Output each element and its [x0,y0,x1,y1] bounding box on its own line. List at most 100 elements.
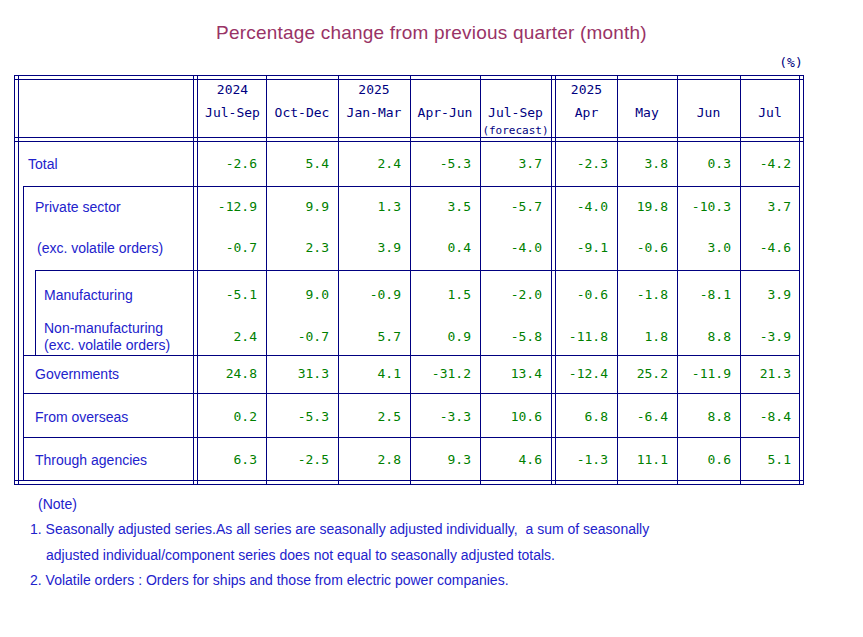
value-cell: 3.7 [729,198,791,216]
value-cell: 2.5 [339,408,401,426]
col-header-year-2025-month: 2025 [556,82,617,98]
value-cell: -12.9 [195,198,257,216]
col-header-year-2024: 2024 [199,82,266,98]
value-cell: 10.6 [480,408,542,426]
value-cell: -4.0 [546,198,608,216]
value-cell: 9.9 [267,198,329,216]
value-cell: -5.3 [267,408,329,426]
note-line-2: adjusted individual/component series doe… [46,546,555,564]
value-cell: 4.6 [480,451,542,469]
value-cell: -31.2 [409,365,471,383]
value-cell: -0.6 [606,239,668,257]
value-cell: -3.9 [729,328,791,346]
value-cell: 8.8 [669,408,731,426]
value-cell: -5.1 [195,286,257,304]
value-cell: -4.0 [480,239,542,257]
value-cell: 5.1 [729,451,791,469]
col-header-jun: Jun [677,105,740,121]
value-cell: -8.4 [729,408,791,426]
value-cell: 19.8 [606,198,668,216]
value-cell: 5.4 [267,155,329,173]
col-header-forecast-sub: (forecast) [480,123,551,139]
value-cell: -6.4 [606,408,668,426]
value-cell: 2.8 [339,451,401,469]
note-line-1: 1. Seasonally adjusted series.As all ser… [30,520,649,538]
value-cell: -2.3 [546,155,608,173]
unit-label: (%) [774,55,808,70]
value-cell: -0.9 [339,286,401,304]
value-cell: 1.8 [606,328,668,346]
value-cell: 3.0 [669,239,731,257]
row-label-private-sector: Private sector [35,198,121,216]
row-label-non-manufacturing: Non-manufacturing [44,319,163,337]
value-cell: -1.3 [546,451,608,469]
col-header-jul: Jul [740,105,800,121]
value-cell: 3.5 [409,198,471,216]
col-header-apr-jun: Apr-Jun [410,105,480,121]
row-label-through-agencies: Through agencies [35,451,147,469]
value-cell: -11.9 [669,365,731,383]
value-cell: -5.3 [409,155,471,173]
value-cell: 2.4 [195,328,257,346]
value-cell: 1.5 [409,286,471,304]
value-cell: 3.9 [729,286,791,304]
value-cell: -0.7 [195,239,257,257]
value-cell: 9.3 [409,451,471,469]
value-cell: 9.0 [267,286,329,304]
value-cell: -2.6 [195,155,257,173]
data-table: 2024 Jul-Sep Oct-Dec 2025 Jan-Mar Apr-Ju… [14,75,804,485]
report-page: Percentage change from previous quarter … [0,0,863,637]
row-label-non-manufacturing-sub: (exc. volatile orders) [44,336,170,354]
value-cell: -11.8 [546,328,608,346]
value-cell: -2.0 [480,286,542,304]
value-cell: 0.9 [409,328,471,346]
value-cell: 0.2 [195,408,257,426]
value-cell: -9.1 [546,239,608,257]
value-cell: -4.2 [729,155,791,173]
value-cell: 24.8 [195,365,257,383]
value-cell: 2.4 [339,155,401,173]
value-cell: 4.1 [339,365,401,383]
value-cell: 13.4 [480,365,542,383]
value-cell: 6.3 [195,451,257,469]
value-cell: 0.6 [669,451,731,469]
value-cell: 8.8 [669,328,731,346]
row-label-manufacturing: Manufacturing [44,286,133,304]
col-header-oct-dec: Oct-Dec [266,105,338,121]
value-cell: -5.8 [480,328,542,346]
value-cell: -4.6 [729,239,791,257]
row-label-total: Total [28,155,58,173]
col-header-jan-mar: Jan-Mar [338,105,410,121]
col-header-year-2025-quarter: 2025 [338,82,410,98]
page-title: Percentage change from previous quarter … [0,22,863,44]
note-heading: (Note) [38,495,77,513]
value-cell: 21.3 [729,365,791,383]
value-cell: -2.5 [267,451,329,469]
value-cell: 0.3 [669,155,731,173]
row-label-from-overseas: From overseas [35,408,128,426]
row-label-governments: Governments [35,365,119,383]
col-header-jul-sep-forecast: Jul-Sep [480,105,551,121]
value-cell: 11.1 [606,451,668,469]
note-line-3: 2. Volatile orders : Orders for ships an… [30,571,509,589]
value-cell: -1.8 [606,286,668,304]
col-header-apr: Apr [556,105,617,121]
value-cell: 2.3 [267,239,329,257]
value-cell: -5.7 [480,198,542,216]
value-cell: -0.6 [546,286,608,304]
value-cell: 3.9 [339,239,401,257]
row-label-exc-volatile: (exc. volatile orders) [37,239,163,257]
col-header-jul-sep-2024: Jul-Sep [199,105,266,121]
value-cell: -10.3 [669,198,731,216]
value-cell: -3.3 [409,408,471,426]
value-cell: 5.7 [339,328,401,346]
value-cell: -12.4 [546,365,608,383]
value-cell: -0.7 [267,328,329,346]
value-cell: 1.3 [339,198,401,216]
value-cell: 0.4 [409,239,471,257]
value-cell: -8.1 [669,286,731,304]
value-cell: 3.8 [606,155,668,173]
value-cell: 25.2 [606,365,668,383]
value-cell: 31.3 [267,365,329,383]
value-cell: 6.8 [546,408,608,426]
